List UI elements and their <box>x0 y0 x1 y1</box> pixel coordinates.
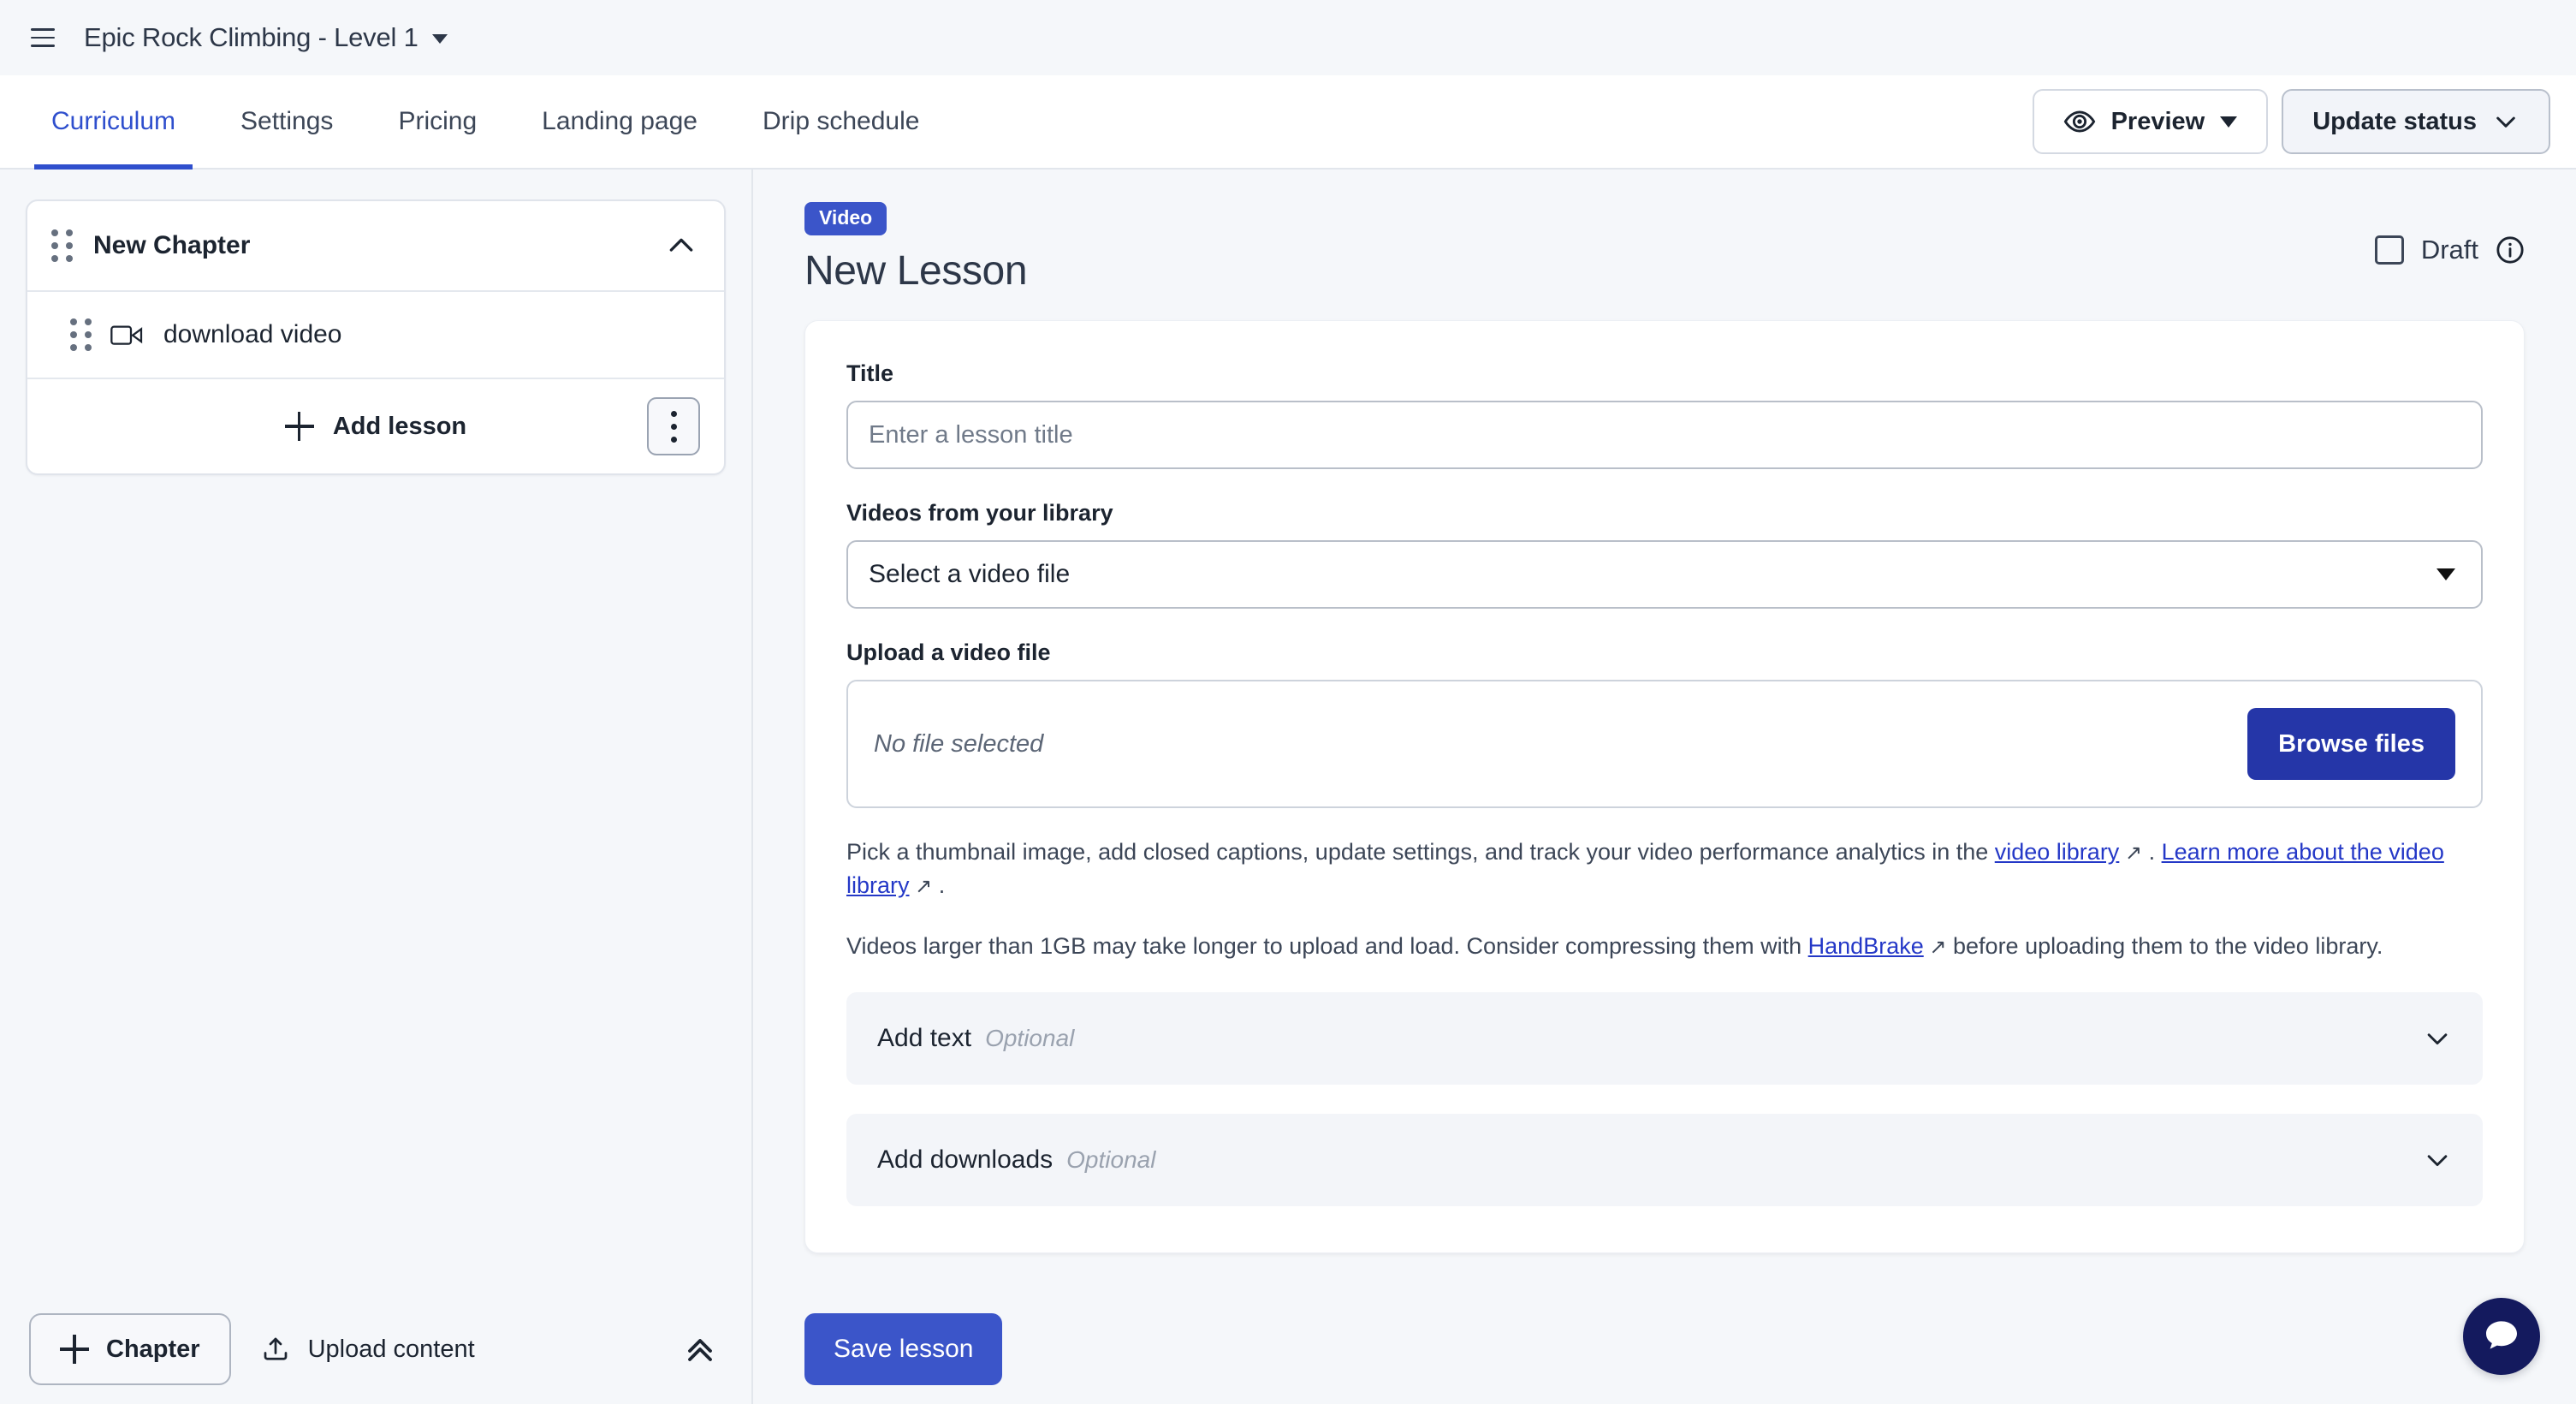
external-link-icon: ↗ <box>2119 842 2143 865</box>
add-chapter-button[interactable]: Chapter <box>29 1313 231 1385</box>
video-camera-icon <box>110 325 143 345</box>
chevron-down-icon <box>431 34 448 45</box>
video-library-link[interactable]: video library <box>1994 839 2120 865</box>
chapter-collapse-button[interactable] <box>662 227 700 265</box>
add-downloads-optional: Optional <box>1066 1146 1156 1174</box>
save-lesson-button[interactable]: Save lesson <box>804 1313 1003 1385</box>
curriculum-sidebar: New Chapter <box>0 170 753 1404</box>
hamburger-icon[interactable] <box>24 19 62 57</box>
browse-files-button[interactable]: Browse files <box>2247 708 2455 780</box>
divider <box>27 290 724 292</box>
title-input[interactable] <box>846 401 2483 469</box>
tab-pricing[interactable]: Pricing <box>398 107 478 135</box>
add-downloads-title: Add downloads <box>877 1145 1054 1175</box>
tab-curriculum[interactable]: Curriculum <box>19 75 208 170</box>
chevron-up-icon <box>669 238 693 252</box>
chapter-header[interactable]: New Chapter <box>27 201 724 290</box>
status-badge: Video <box>804 202 887 235</box>
lesson-editor-scroll: Video New Lesson Draft Title <box>753 170 2576 1294</box>
add-text-optional: Optional <box>985 1025 1075 1052</box>
body-split: New Chapter <box>0 170 2576 1404</box>
external-link-icon: ↗ <box>909 875 933 899</box>
upload-content-button[interactable]: Upload content <box>260 1333 475 1365</box>
chapter-card: New Chapter <box>26 199 726 475</box>
chat-bubble-icon[interactable] <box>2463 1298 2540 1375</box>
upload-dropzone[interactable]: No file selected Browse files <box>846 680 2483 808</box>
preview-label: Preview <box>2110 107 2205 135</box>
update-status-button[interactable]: Update status <box>2282 89 2550 154</box>
info-icon[interactable] <box>2496 235 2525 265</box>
video-library-select[interactable]: Select a video file <box>846 540 2483 609</box>
plus-icon <box>284 412 314 441</box>
add-text-title: Add text <box>877 1024 972 1053</box>
title-field-label: Title <box>846 360 894 386</box>
upload-content-label: Upload content <box>307 1335 475 1363</box>
library-field-label: Videos from your library <box>846 500 1113 526</box>
kebab-menu-icon[interactable] <box>647 397 700 455</box>
plus-icon <box>60 1335 89 1364</box>
page-title: New Lesson <box>804 248 1028 294</box>
tab-landing-page[interactable]: Landing page <box>542 107 697 135</box>
preview-button[interactable]: Preview <box>2032 89 2269 154</box>
add-lesson-row: Add lesson <box>27 379 724 473</box>
drag-handle-icon[interactable] <box>70 318 92 351</box>
video-library-selected-value: Select a video file <box>869 560 1071 588</box>
helper-1-part1: Pick a thumbnail image, add closed capti… <box>846 839 1995 865</box>
chevron-down-icon <box>2496 116 2515 128</box>
collapse-all-button[interactable] <box>678 1327 722 1371</box>
course-title-text: Epic Rock Climbing - Level 1 <box>84 22 418 52</box>
helper-2-part2: before uploading them to the video libra… <box>1946 933 2383 960</box>
chapter-name: New Chapter <box>93 231 251 259</box>
list-item[interactable]: download video <box>27 292 724 378</box>
sidebar-footer: Chapter Upload content <box>0 1294 751 1404</box>
tab-bar: Curriculum Settings Pricing Landing page… <box>0 75 2576 170</box>
add-chapter-label: Chapter <box>106 1335 200 1363</box>
update-status-label: Update status <box>2312 107 2477 135</box>
video-library-helper-text: Pick a thumbnail image, add closed capti… <box>846 836 2483 902</box>
lesson-header-left: Video New Lesson <box>804 202 1028 294</box>
handbrake-link[interactable]: HandBrake <box>1807 933 1924 960</box>
lesson-header: Video New Lesson Draft <box>753 170 2576 294</box>
tab-drip-schedule[interactable]: Drip schedule <box>763 107 920 135</box>
add-downloads-accordion[interactable]: Add downloads Optional <box>846 1114 2483 1207</box>
add-text-accordion[interactable]: Add text Optional <box>846 992 2483 1086</box>
chevron-down-icon <box>2220 116 2238 128</box>
chevrons-up-icon <box>688 1339 712 1361</box>
tab-settings[interactable]: Settings <box>240 107 334 135</box>
eye-icon <box>2063 110 2095 133</box>
lesson-name: download video <box>163 320 342 348</box>
tab-list: Curriculum Settings Pricing Landing page… <box>0 75 952 170</box>
draft-checkbox[interactable] <box>2374 235 2404 265</box>
compression-helper-text: Videos larger than 1GB may take longer t… <box>846 930 2483 963</box>
chat-bubble-glyph <box>2486 1321 2517 1349</box>
add-lesson-label: Add lesson <box>332 412 467 440</box>
caret-down-icon <box>2437 568 2455 580</box>
course-title-menu[interactable]: Epic Rock Climbing - Level 1 <box>84 22 448 53</box>
top-bar: Epic Rock Climbing - Level 1 <box>0 0 2576 75</box>
chevron-down-icon <box>2427 1033 2448 1045</box>
draft-label: Draft <box>2420 235 2478 265</box>
draft-toggle: Draft <box>2374 202 2525 265</box>
video-library-select-wrap: Select a video file <box>846 540 2483 609</box>
lesson-footer: Save lesson <box>753 1294 2576 1404</box>
lesson-form-card: Title Videos from your library Select a … <box>804 320 2525 1253</box>
external-link-icon: ↗ <box>1923 936 1947 960</box>
chapter-list: New Chapter <box>0 170 751 1294</box>
helper-1-part3: . <box>932 872 946 899</box>
helper-2-part1: Videos larger than 1GB may take longer t… <box>846 933 1808 960</box>
helper-1-mid: . <box>2142 839 2162 865</box>
divider <box>27 378 724 379</box>
upload-icon <box>264 1337 287 1360</box>
upload-field-label: Upload a video file <box>846 640 1051 665</box>
chevron-down-icon <box>2427 1155 2448 1167</box>
lesson-editor: Video New Lesson Draft Title <box>753 170 2576 1404</box>
add-lesson-button[interactable]: Add lesson <box>284 412 467 441</box>
drag-handle-icon[interactable] <box>51 229 73 262</box>
no-file-label: No file selected <box>874 729 1044 758</box>
learn-more-video-library-link[interactable]: Learn more about the video library <box>846 839 2444 899</box>
top-actions: Preview Update status <box>2032 75 2576 168</box>
